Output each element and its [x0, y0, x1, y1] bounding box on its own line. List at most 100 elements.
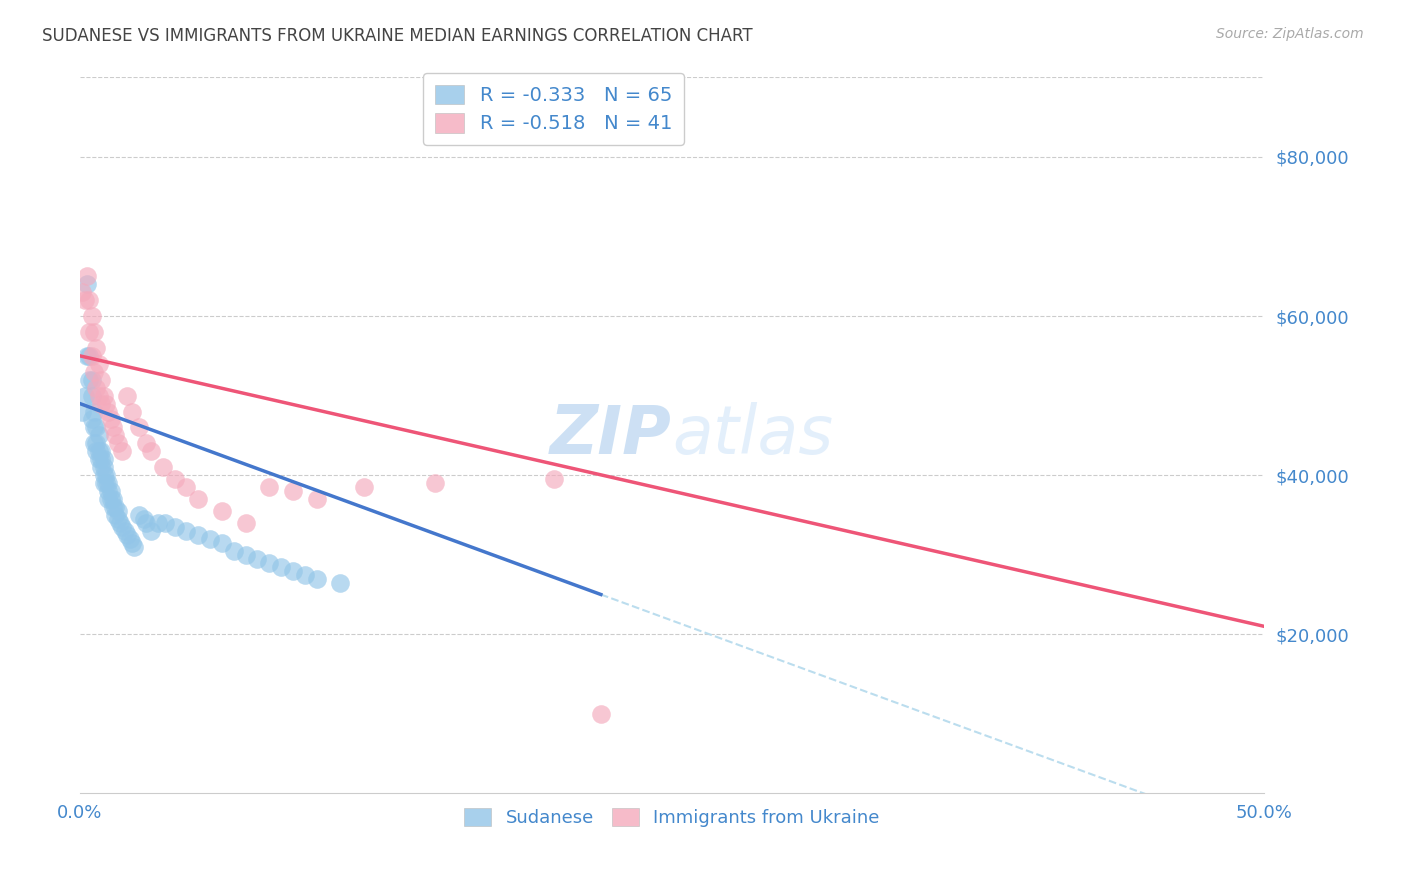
- Point: [153, 516, 176, 530]
- Point: [86, 420, 108, 434]
- Point: [86, 444, 108, 458]
- Point: [118, 532, 141, 546]
- Point: [111, 520, 134, 534]
- Point: [97, 484, 120, 499]
- Point: [115, 528, 138, 542]
- Point: [104, 428, 127, 442]
- Point: [101, 491, 124, 506]
- Point: [86, 436, 108, 450]
- Point: [163, 520, 186, 534]
- Point: [128, 508, 150, 522]
- Point: [329, 575, 352, 590]
- Point: [108, 516, 131, 530]
- Point: [176, 480, 198, 494]
- Point: [87, 357, 110, 371]
- Point: [294, 567, 316, 582]
- Text: atlas: atlas: [672, 402, 832, 468]
- Text: Source: ZipAtlas.com: Source: ZipAtlas.com: [1216, 27, 1364, 41]
- Point: [70, 404, 93, 418]
- Point: [83, 325, 105, 339]
- Point: [79, 373, 101, 387]
- Point: [107, 504, 129, 518]
- Point: [80, 309, 103, 323]
- Point: [423, 476, 446, 491]
- Point: [90, 373, 112, 387]
- Point: [132, 512, 155, 526]
- Point: [305, 491, 328, 506]
- Point: [101, 500, 124, 514]
- Point: [543, 472, 565, 486]
- Point: [93, 452, 115, 467]
- Point: [222, 543, 245, 558]
- Point: [93, 468, 115, 483]
- Point: [187, 491, 209, 506]
- Point: [246, 551, 269, 566]
- Point: [93, 476, 115, 491]
- Point: [80, 389, 103, 403]
- Point: [76, 269, 98, 284]
- Point: [270, 559, 292, 574]
- Point: [80, 412, 103, 426]
- Point: [305, 572, 328, 586]
- Point: [93, 460, 115, 475]
- Point: [104, 500, 127, 514]
- Point: [101, 420, 124, 434]
- Point: [211, 504, 233, 518]
- Point: [187, 528, 209, 542]
- Point: [124, 540, 146, 554]
- Point: [281, 484, 304, 499]
- Point: [87, 452, 110, 467]
- Point: [90, 460, 112, 475]
- Point: [87, 428, 110, 442]
- Point: [70, 285, 93, 300]
- Text: SUDANESE VS IMMIGRANTS FROM UKRAINE MEDIAN EARNINGS CORRELATION CHART: SUDANESE VS IMMIGRANTS FROM UKRAINE MEDI…: [42, 27, 752, 45]
- Point: [94, 468, 117, 483]
- Point: [121, 404, 143, 418]
- Point: [80, 349, 103, 363]
- Point: [152, 460, 174, 475]
- Point: [114, 524, 136, 538]
- Point: [97, 404, 120, 418]
- Point: [73, 389, 96, 403]
- Point: [86, 341, 108, 355]
- Point: [121, 535, 143, 549]
- Point: [87, 444, 110, 458]
- Point: [79, 325, 101, 339]
- Text: ZIP: ZIP: [550, 402, 672, 468]
- Point: [115, 389, 138, 403]
- Point: [235, 548, 257, 562]
- Point: [83, 436, 105, 450]
- Point: [94, 476, 117, 491]
- Point: [80, 373, 103, 387]
- Point: [163, 472, 186, 486]
- Point: [97, 476, 120, 491]
- Point: [281, 564, 304, 578]
- Point: [76, 277, 98, 292]
- Point: [83, 404, 105, 418]
- Point: [107, 512, 129, 526]
- Point: [198, 532, 221, 546]
- Point: [176, 524, 198, 538]
- Point: [353, 480, 375, 494]
- Point: [83, 420, 105, 434]
- Point: [90, 452, 112, 467]
- Point: [86, 381, 108, 395]
- Point: [107, 436, 129, 450]
- Point: [128, 420, 150, 434]
- Point: [87, 389, 110, 403]
- Point: [139, 524, 162, 538]
- Point: [104, 508, 127, 522]
- Point: [135, 516, 157, 530]
- Point: [235, 516, 257, 530]
- Point: [100, 484, 122, 499]
- Point: [97, 491, 120, 506]
- Point: [90, 396, 112, 410]
- Point: [100, 491, 122, 506]
- Point: [146, 516, 169, 530]
- Point: [139, 444, 162, 458]
- Point: [259, 480, 281, 494]
- Point: [259, 556, 281, 570]
- Point: [83, 365, 105, 379]
- Point: [135, 436, 157, 450]
- Legend: Sudanese, Immigrants from Ukraine: Sudanese, Immigrants from Ukraine: [457, 801, 887, 834]
